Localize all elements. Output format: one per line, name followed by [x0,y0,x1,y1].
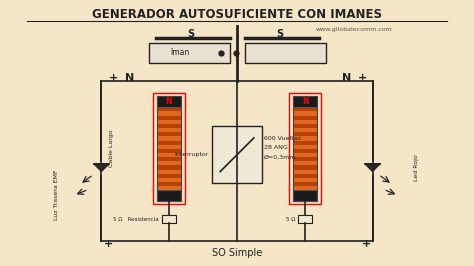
Bar [157,161,181,165]
Bar [293,128,317,132]
Bar [293,161,317,165]
Text: 5 Ω   Resistencia: 5 Ω Resistencia [113,217,159,222]
Bar [293,157,317,161]
Text: S: S [276,29,283,39]
Bar [157,153,181,157]
Text: N: N [165,97,172,106]
Text: +: + [104,239,113,249]
Text: Led Rojo: Led Rojo [414,154,419,181]
Polygon shape [365,164,381,172]
Text: Interruptor: Interruptor [174,152,208,157]
Polygon shape [93,164,109,172]
Bar [157,170,181,174]
Bar [157,96,181,107]
Bar [157,157,181,161]
Bar [157,182,181,186]
Bar [293,165,317,170]
Text: 5 Ω: 5 Ω [286,217,295,222]
Text: N: N [342,73,351,82]
Bar [293,132,317,136]
Bar [157,186,181,190]
Bar [293,153,317,157]
Bar [157,128,181,132]
Bar [157,107,181,111]
Bar [293,96,317,201]
Bar [157,174,181,178]
Bar [157,124,181,128]
Bar [157,136,181,140]
Text: N: N [125,73,134,82]
Text: 600 Vueltas
28 ANG
Ø=0,3mm: 600 Vueltas 28 ANG Ø=0,3mm [264,136,301,159]
Bar [157,178,181,182]
Bar [157,149,181,153]
Bar [157,120,181,124]
Bar [162,215,176,223]
Bar [157,96,181,201]
Bar [290,93,321,204]
Bar [293,111,317,116]
Text: Iman: Iman [170,48,189,57]
Text: +: + [358,73,367,82]
Text: www.gllobalecomm.com: www.gllobalecomm.com [315,27,392,32]
Bar [293,182,317,186]
Bar [149,43,230,63]
Bar [293,149,317,153]
Bar [293,170,317,174]
Bar [293,145,317,149]
Text: GENERADOR AUTOSUFICIENTE CON IMANES: GENERADOR AUTOSUFICIENTE CON IMANES [92,8,382,21]
Text: +: + [109,73,118,82]
Bar [293,124,317,128]
Bar [293,190,317,201]
Bar [298,215,312,223]
Bar [157,165,181,170]
Bar [293,140,317,145]
Bar [157,140,181,145]
Text: S: S [187,29,194,39]
Bar [293,186,317,190]
Bar [293,116,317,120]
Bar [157,132,181,136]
Bar [212,126,262,184]
Bar [293,178,317,182]
Text: SO Simple: SO Simple [212,248,262,258]
Bar [157,116,181,120]
Bar [157,111,181,116]
Text: Cable Largo: Cable Largo [109,129,114,167]
Bar [293,120,317,124]
Bar [293,107,317,111]
Bar [157,145,181,149]
Text: Luz Trasera EMF: Luz Trasera EMF [55,169,59,220]
Bar [293,96,317,107]
Bar [157,190,181,201]
Bar [293,174,317,178]
Text: +: + [362,239,371,249]
Bar [293,136,317,140]
Text: N: N [302,97,309,106]
Bar [245,43,326,63]
Bar [153,93,184,204]
